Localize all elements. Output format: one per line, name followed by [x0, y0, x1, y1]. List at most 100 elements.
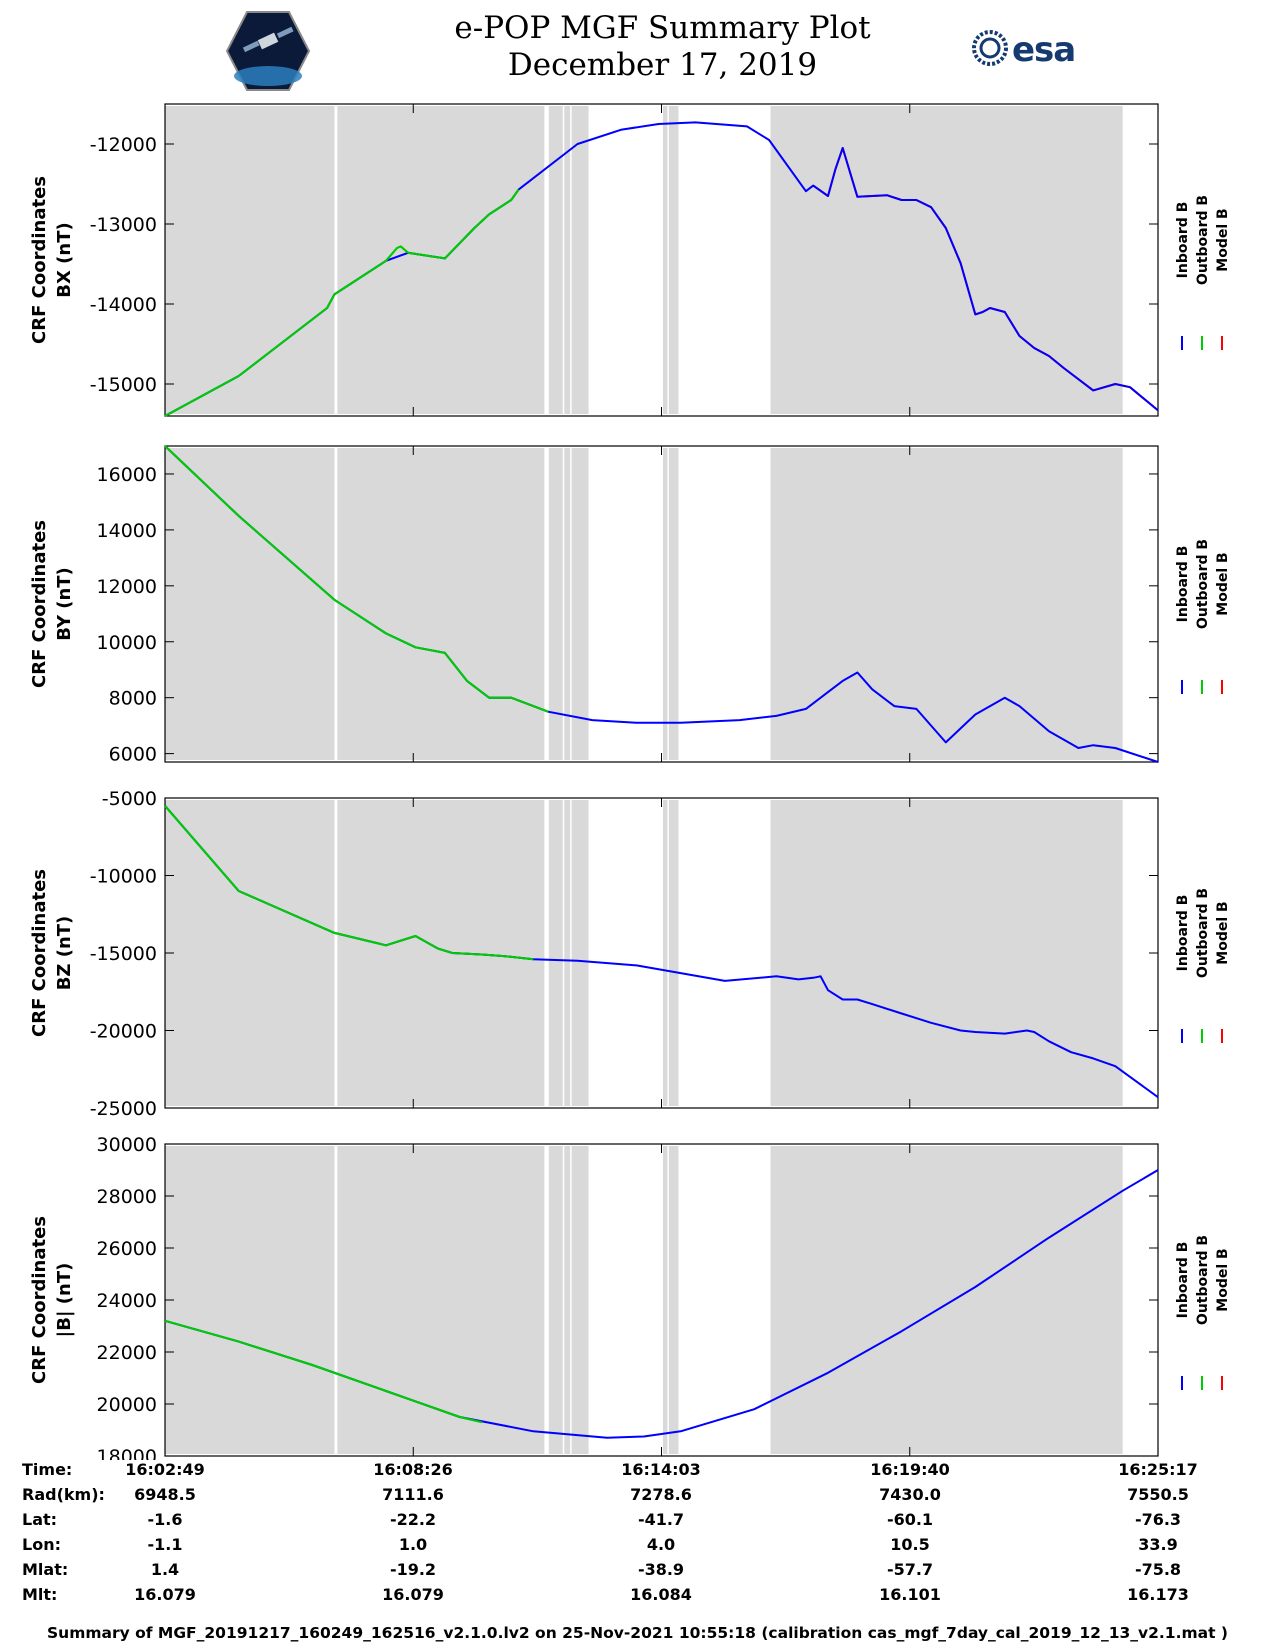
shaded-interval-4	[564, 106, 571, 414]
y-tick-label: 16000	[97, 464, 157, 486]
shaded-interval-3	[548, 106, 563, 414]
y-axis-title-line2: BX (nT)	[54, 222, 75, 297]
footer-caption: Summary of MGF_20191217_160249_162516_v2…	[47, 1624, 1228, 1642]
y-tick-label: 22000	[97, 1342, 157, 1364]
panel-2: 16000 14000 12000 10000 8000 6000 CRF Coordina…	[29, 445, 1231, 766]
y-tick-label: 12000	[97, 576, 157, 598]
info-cell: 7278.6	[630, 1485, 692, 1504]
shaded-interval-7	[668, 800, 679, 1106]
info-row-label: Lat:	[22, 1510, 58, 1529]
info-row: Rad(km): 6948.5 7111.6 7278.6 7430.0 7550.5	[0, 1485, 1275, 1509]
panel-3: -5000 -10000 -15000 -20000 -25000 CRF Coordin…	[29, 788, 1231, 1120]
shaded-interval-1	[165, 448, 335, 760]
series-line-outboard-b-top	[164, 805, 534, 961]
panel-1: -12000 -13000 -14000 -15000 CRF Coordinates B…	[29, 103, 1231, 417]
shaded-interval-5	[571, 800, 589, 1106]
y-tick-label: -15000	[90, 943, 157, 965]
y-tick-label: -10000	[90, 866, 157, 888]
legend-label: Inboard B	[1175, 546, 1191, 623]
legend-label: Model B	[1215, 552, 1231, 615]
info-cell: 16.079	[382, 1585, 444, 1604]
y-axis-title-line1: CRF Coordinates	[29, 176, 50, 344]
legend-label: Model B	[1215, 1248, 1231, 1311]
shaded-interval-3	[548, 448, 563, 760]
y-tick-label: 14000	[97, 520, 157, 542]
info-cell: 16.079	[134, 1585, 196, 1604]
legend-label: Inboard B	[1175, 1242, 1191, 1319]
legend-label: Inboard B	[1175, 202, 1191, 279]
info-cell: 16.173	[1127, 1585, 1189, 1604]
info-cell: 33.9	[1138, 1535, 1178, 1554]
y-axis-title-line2: |B| (nT)	[54, 1263, 75, 1338]
y-tick-label: 18000	[97, 1446, 157, 1460]
info-row: Mlt: 16.079 16.079 16.084 16.101 16.173	[0, 1585, 1275, 1609]
legend-label: Outboard B	[1195, 539, 1211, 629]
y-tick-label: 30000	[97, 1134, 157, 1156]
info-cell: -60.1	[886, 1510, 934, 1529]
info-cell: 6948.5	[134, 1485, 196, 1504]
esa-logo-text: esa	[1012, 30, 1076, 70]
info-cell: 7550.5	[1127, 1485, 1189, 1504]
info-cell: -19.2	[389, 1560, 437, 1579]
info-cell: 10.5	[890, 1535, 930, 1554]
title-block: e-POP MGF Summary Plot December 17, 2019	[0, 10, 1275, 84]
info-cell: 7430.0	[879, 1485, 941, 1504]
y-tick-label: 24000	[97, 1290, 157, 1312]
y-axis-title-line1: CRF Coordinates	[29, 869, 50, 1037]
info-row: Lon: -1.1 1.0 4.0 10.5 33.9	[0, 1535, 1275, 1559]
panel-4: 30000 28000 26000 24000 22000 20000 18000 CRF C…	[29, 1134, 1231, 1460]
info-row-label: Lon:	[22, 1535, 61, 1554]
shaded-interval-6	[662, 1146, 668, 1454]
shaded-interval-8	[770, 106, 1123, 414]
y-axis-title-line2: BZ (nT)	[54, 916, 75, 991]
info-cell: 1.4	[150, 1560, 180, 1579]
shaded-interval-5	[571, 106, 589, 414]
legend: Inboard B Outboard B Model B	[1175, 1235, 1231, 1390]
shaded-interval-5	[571, 1146, 589, 1454]
shaded-interval-3	[548, 1146, 563, 1454]
shaded-interval-2	[337, 448, 545, 760]
info-cell: 1.0	[398, 1535, 428, 1554]
esa-logo-icon	[972, 30, 1008, 66]
series-line-outboard-b-top	[164, 189, 520, 417]
y-tick-label: 26000	[97, 1238, 157, 1260]
legend-label: Model B	[1215, 208, 1231, 271]
info-cell: -75.8	[1134, 1560, 1182, 1579]
y-tick-label: 10000	[97, 632, 157, 654]
info-cell: 16:08:26	[373, 1460, 453, 1479]
y-tick-label: -14000	[90, 294, 157, 316]
info-cell: -57.7	[886, 1560, 934, 1579]
y-axis-title-line2: BY (nT)	[54, 567, 75, 641]
legend-label: Model B	[1215, 901, 1231, 964]
shaded-interval-4	[564, 1146, 571, 1454]
info-row-label: Mlt:	[22, 1585, 58, 1604]
shaded-interval-4	[564, 448, 571, 760]
y-tick-label: 8000	[109, 688, 157, 710]
shaded-interval-4	[564, 800, 571, 1106]
shaded-interval-1	[165, 1146, 335, 1454]
shaded-interval-5	[571, 448, 589, 760]
info-cell: -41.7	[637, 1510, 685, 1529]
info-cell: 16.084	[630, 1585, 692, 1604]
y-tick-label: -13000	[90, 214, 157, 236]
info-cell: -38.9	[637, 1560, 685, 1579]
y-tick-label: -12000	[90, 134, 157, 156]
y-tick-label: -25000	[90, 1098, 157, 1120]
y-tick-label: -20000	[90, 1021, 157, 1043]
series-line-outboard-b-top	[164, 1319, 483, 1424]
info-cell: -1.1	[147, 1535, 183, 1554]
shaded-interval-1	[165, 106, 335, 414]
series-line-outboard-b-top	[164, 445, 549, 713]
legend: Inboard B Outboard B Model B	[1175, 195, 1231, 350]
shaded-interval-8	[770, 800, 1123, 1106]
y-tick-label: 6000	[109, 744, 157, 766]
info-cell: -76.3	[1134, 1510, 1182, 1529]
shaded-interval-7	[668, 1146, 679, 1454]
info-cell: 7111.6	[382, 1485, 444, 1504]
page-subtitle-date: December 17, 2019	[507, 47, 818, 83]
y-tick-label: -5000	[102, 788, 157, 810]
y-axis-title-line1: CRF Coordinates	[29, 1216, 50, 1384]
info-row: Mlat: 1.4 -19.2 -38.9 -57.7 -75.8	[0, 1560, 1275, 1584]
info-row-label: Rad(km):	[22, 1485, 105, 1504]
